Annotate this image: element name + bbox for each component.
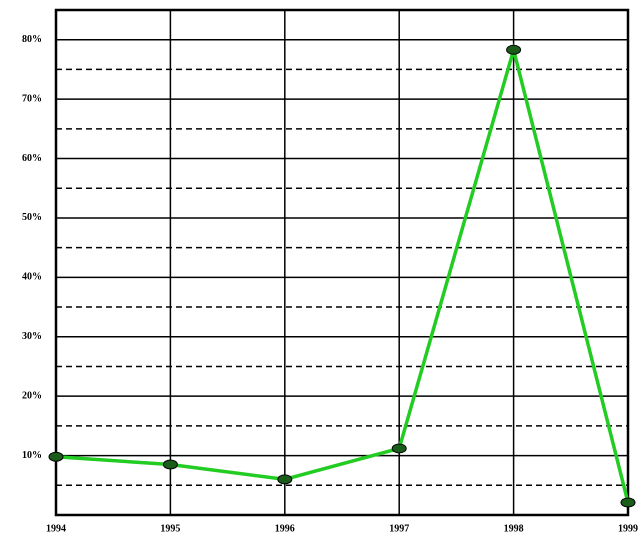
x-tick-label: 1998 [504,523,524,534]
x-tick-label: 1995 [160,523,180,534]
plot-frame [54,8,630,517]
y-tick-label: 20% [22,390,42,401]
point-marker [162,459,178,470]
x-tick-label: 1996 [275,523,295,534]
y-tick-label: 60% [22,153,42,164]
point-marker [48,451,64,462]
y-tick-label: 70% [22,93,42,104]
point-marker [506,44,522,55]
x-tick-label: 1994 [46,523,66,534]
y-tick-label: 50% [22,212,42,223]
y-tick-label: 10% [22,450,42,461]
x-tick-label: 1997 [389,523,409,534]
point-marker [391,443,407,454]
point-marker [277,474,293,485]
y-tick-label: 40% [22,272,42,283]
y-tick-label: 30% [22,331,42,342]
point-marker [620,497,636,508]
x-tick-label: 1999 [618,523,638,534]
series-line [55,43,630,503]
y-tick-label: 80% [22,34,42,45]
